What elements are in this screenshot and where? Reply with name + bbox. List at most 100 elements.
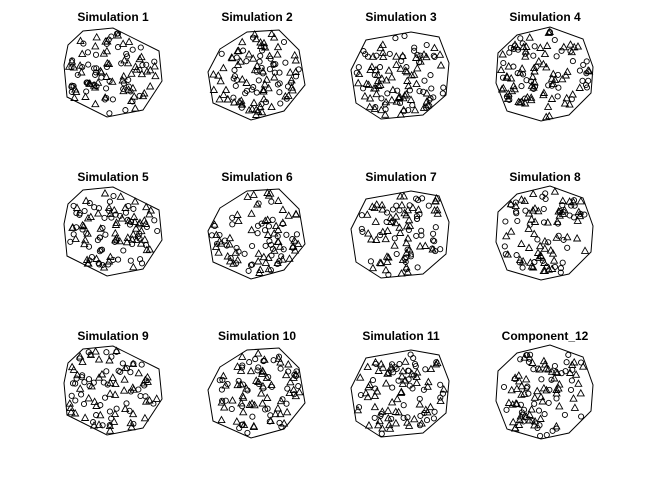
point-triangle xyxy=(136,239,146,247)
point-triangle xyxy=(573,42,583,50)
point-triangle xyxy=(103,58,112,67)
point-triangle xyxy=(83,213,93,222)
point-circle xyxy=(567,386,575,393)
point-circle xyxy=(421,410,428,417)
point-triangle xyxy=(502,71,512,80)
observation-window xyxy=(350,31,450,120)
point-circle xyxy=(76,210,83,217)
point-triangle xyxy=(146,65,155,74)
point-triangle xyxy=(502,231,511,240)
point-circle xyxy=(427,72,434,79)
point-triangle xyxy=(522,412,531,420)
point-triangle xyxy=(234,216,243,225)
point-triangle xyxy=(543,218,552,226)
point-circle xyxy=(431,408,438,415)
point-triangle xyxy=(118,39,128,47)
point-circle xyxy=(355,404,363,411)
point-triangle xyxy=(121,203,130,211)
point-triangle xyxy=(67,57,77,65)
point-circle xyxy=(249,261,256,268)
point-triangle xyxy=(517,239,526,247)
point-circle xyxy=(389,206,397,213)
point-circle xyxy=(400,402,407,409)
point-circle xyxy=(126,221,134,228)
point-triangle xyxy=(400,375,410,384)
point-triangle xyxy=(402,89,411,98)
point-circle xyxy=(405,367,412,374)
point-triangle xyxy=(116,192,125,200)
point-circle xyxy=(405,226,412,234)
point-triangle xyxy=(376,359,386,368)
point-triangle xyxy=(124,37,134,45)
point-circle xyxy=(85,349,92,356)
point-triangle xyxy=(543,102,553,110)
point-triangle xyxy=(534,206,543,215)
point-circle xyxy=(431,53,438,61)
point-circle xyxy=(391,235,398,242)
point-triangle xyxy=(384,66,394,74)
point-circle xyxy=(571,202,578,209)
point-triangle xyxy=(111,220,121,228)
point-circle xyxy=(567,48,574,55)
point-circle xyxy=(502,218,509,225)
point-triangle xyxy=(228,53,237,62)
point-circle xyxy=(72,380,79,387)
point-triangle xyxy=(550,187,560,195)
point-triangle xyxy=(436,396,445,405)
panel-title: Simulation 10 xyxy=(218,329,296,343)
point-circle xyxy=(506,49,513,56)
point-triangle xyxy=(130,217,140,226)
point-triangle xyxy=(77,67,86,76)
point-triangle xyxy=(271,221,281,230)
point-triangle xyxy=(514,371,523,379)
point-circle xyxy=(396,207,403,214)
point-triangle xyxy=(249,422,259,431)
point-triangle xyxy=(385,420,394,429)
point-circle xyxy=(245,267,252,274)
point-circle xyxy=(280,38,288,46)
point-circle xyxy=(67,238,74,245)
point-triangle xyxy=(374,81,383,89)
point-circle xyxy=(357,391,364,399)
point-circle xyxy=(430,415,437,422)
point-triangle xyxy=(406,95,416,103)
point-circle xyxy=(274,81,281,88)
point-triangle xyxy=(528,206,538,214)
point-circle xyxy=(85,61,92,68)
point-triangle xyxy=(99,263,109,271)
point-circle xyxy=(510,45,517,53)
point-triangle xyxy=(96,410,105,419)
point-circle xyxy=(254,230,261,237)
point-triangle xyxy=(278,205,288,213)
point-triangle xyxy=(527,405,536,413)
point-triangle xyxy=(275,242,285,250)
point-triangle xyxy=(267,102,276,111)
point-triangle xyxy=(375,258,385,266)
point-triangle xyxy=(260,79,270,88)
simulation-panel: Simulation 1 xyxy=(63,10,163,118)
point-triangle xyxy=(127,69,136,77)
point-circle xyxy=(523,77,530,84)
point-circle xyxy=(285,368,292,375)
point-triangle xyxy=(212,230,221,239)
point-circle xyxy=(558,370,565,377)
point-triangle xyxy=(78,220,87,229)
point-circle xyxy=(517,356,524,363)
observation-window xyxy=(207,347,306,439)
point-triangle xyxy=(119,386,129,394)
point-triangle xyxy=(101,37,110,45)
observation-window xyxy=(495,185,594,281)
point-circle xyxy=(238,104,245,111)
point-triangle xyxy=(401,66,410,74)
point-triangle xyxy=(243,192,252,200)
point-circle xyxy=(143,61,150,68)
point-circle xyxy=(359,228,366,235)
point-triangle xyxy=(576,196,586,205)
point-triangle xyxy=(578,362,588,370)
point-triangle xyxy=(530,217,540,225)
point-triangle xyxy=(517,390,526,398)
point-circle xyxy=(252,356,259,363)
point-triangle xyxy=(87,381,96,390)
point-triangle xyxy=(120,375,129,383)
point-triangle xyxy=(233,255,242,264)
